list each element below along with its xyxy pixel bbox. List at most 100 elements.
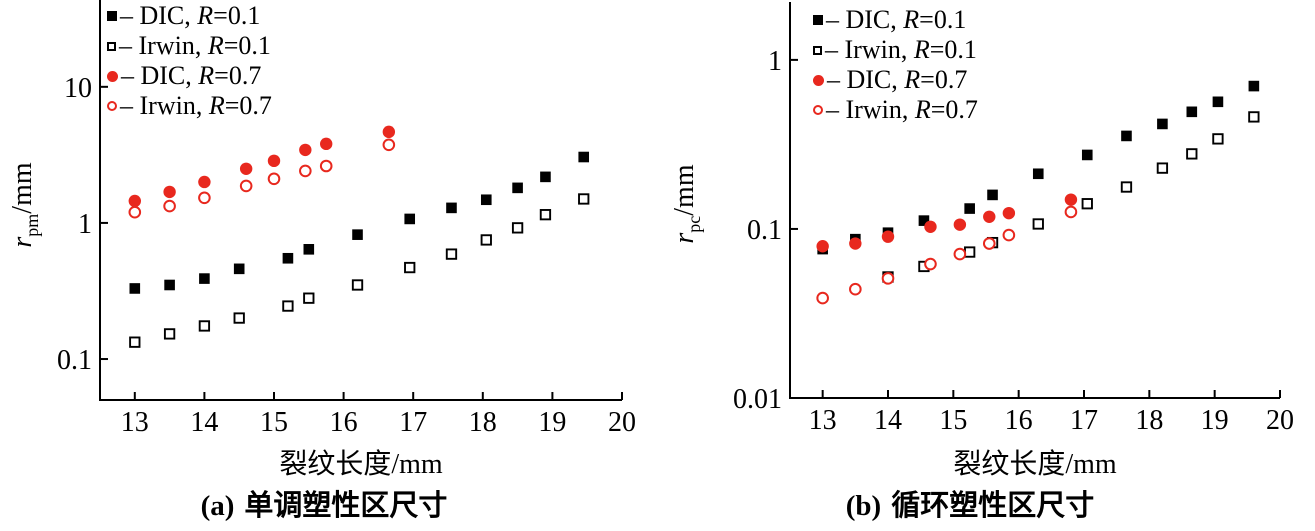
data-point: [382, 125, 396, 139]
legend-circle-open-icon: [107, 101, 117, 111]
data-point: [128, 194, 141, 208]
data-point: [1156, 162, 1169, 174]
data-point: [953, 247, 967, 261]
legend-item-2: – DIC, R=0.7: [813, 65, 978, 95]
data-point: [129, 283, 141, 294]
data-point: [299, 143, 312, 157]
data-point: [816, 240, 829, 253]
data-point: [163, 185, 176, 199]
data-point: [1081, 198, 1093, 210]
legend-square-open-icon: [107, 41, 116, 51]
data-point: [539, 209, 552, 221]
data-point: [198, 191, 211, 205]
data-point: [1081, 149, 1093, 161]
legend-square-filled-icon: [813, 15, 823, 25]
legend-square-filled-icon: [107, 11, 117, 21]
data-point: [446, 202, 457, 214]
data-point: [163, 199, 176, 213]
series-dic-r-0-7: [816, 193, 1078, 253]
data-point: [303, 292, 315, 304]
x-tick-label: 14: [874, 405, 902, 436]
data-point: [816, 291, 829, 305]
x-tick-label: 18: [1135, 405, 1163, 436]
data-point: [351, 279, 364, 291]
data-point: [198, 175, 211, 189]
y-axis-subscript: pm: [21, 213, 42, 237]
data-point: [1064, 193, 1078, 206]
data-point: [303, 244, 315, 255]
series-irwin-r-0-7: [128, 138, 396, 219]
data-point: [1120, 181, 1133, 193]
x-tick-label: 16: [330, 407, 358, 438]
data-point: [1157, 118, 1168, 130]
x-tick-label: 17: [399, 407, 427, 438]
y-tick-label: 0.1: [747, 215, 782, 246]
data-point: [512, 182, 523, 194]
data-point: [299, 164, 312, 178]
data-point: [987, 189, 998, 201]
data-point: [964, 203, 975, 214]
data-point: [849, 237, 862, 250]
caption-text: 循环塑性区尺寸: [891, 490, 1095, 522]
data-point: [319, 159, 333, 173]
data-point: [267, 172, 281, 186]
data-point: [1002, 228, 1016, 242]
data-point: [267, 154, 281, 168]
x-tick-label: 14: [190, 407, 218, 438]
legend-item-1: – Irwin, R=0.1: [107, 31, 272, 61]
data-point: [924, 257, 937, 271]
x-tick-label: 20: [1266, 405, 1294, 436]
caption-text: 单调塑性区尺寸: [244, 490, 448, 522]
x-tick-label: 13: [809, 405, 837, 436]
data-point: [404, 213, 416, 225]
y-axis-label: rpc/mm: [669, 164, 705, 243]
legend-item-0: – DIC, R=0.1: [107, 1, 272, 31]
data-point: [239, 162, 253, 175]
data-point: [198, 320, 211, 332]
y-tick-label: 0.01: [733, 384, 782, 415]
data-point: [1186, 106, 1198, 118]
panel-monotonic-plastic-zone: 13 14 15 16 17 18 19 20 0.1 1 10 rpm/mm 裂纹长度/mm – …: [7, 0, 636, 524]
plot-cyclic: 13 14 15 16 17 18 19 20 0.01 0.1 1: [733, 2, 1294, 436]
series-irwin-r-0-1: [129, 193, 590, 348]
legend-label: – Irwin, R=0.7: [120, 91, 272, 120]
legend-label: – Irwin, R=0.1: [825, 35, 977, 64]
data-point: [1121, 130, 1132, 142]
y-axis-unit: /mm: [7, 162, 39, 214]
legend: – DIC, R=0.1– Irwin, R=0.1– DIC, R=0.7– …: [813, 5, 978, 125]
legend-item-1: – Irwin, R=0.1: [813, 35, 978, 65]
series-dic-r-0-1: [129, 151, 590, 294]
legend: – DIC, R=0.1– Irwin, R=0.1– DIC, R=0.7– …: [107, 1, 272, 121]
data-point: [404, 261, 416, 274]
y-tick-label: 1: [768, 46, 782, 77]
data-point: [1248, 111, 1260, 123]
data-point: [233, 312, 245, 324]
series-dic-r-0-7: [128, 125, 396, 208]
legend-item-2: – DIC, R=0.7: [107, 61, 272, 91]
data-point: [881, 272, 895, 285]
data-point: [1186, 148, 1198, 160]
data-point: [1212, 96, 1224, 108]
y-axis-unit: /mm: [669, 164, 701, 216]
legend-square-open-icon: [813, 45, 822, 55]
data-point: [480, 234, 492, 246]
legend-label: – DIC, R=0.1: [826, 5, 967, 34]
data-point: [239, 179, 253, 193]
data-point: [918, 215, 930, 226]
x-tick-label: 15: [939, 405, 967, 436]
data-point: [953, 218, 967, 231]
axes: [99, 0, 622, 401]
data-point: [982, 237, 996, 250]
x-axis-label: 裂纹长度/mm: [279, 449, 443, 480]
data-point: [849, 282, 862, 296]
legend-label: – Irwin, R=0.7: [826, 95, 978, 124]
legend-circle-filled-icon: [813, 74, 824, 86]
legend-circle-open-icon: [813, 105, 823, 115]
caption: (a) 单调塑性区尺寸: [201, 482, 448, 524]
y-axis-label: rpm/mm: [7, 162, 43, 247]
legend-label: – Irwin, R=0.1: [119, 31, 271, 60]
plot-monotonic: 13 14 15 16 17 18 19 20 0.1 1 10: [57, 0, 636, 438]
x-tick-label: 20: [608, 407, 636, 438]
data-point: [983, 210, 996, 223]
data-point: [1064, 205, 1078, 219]
